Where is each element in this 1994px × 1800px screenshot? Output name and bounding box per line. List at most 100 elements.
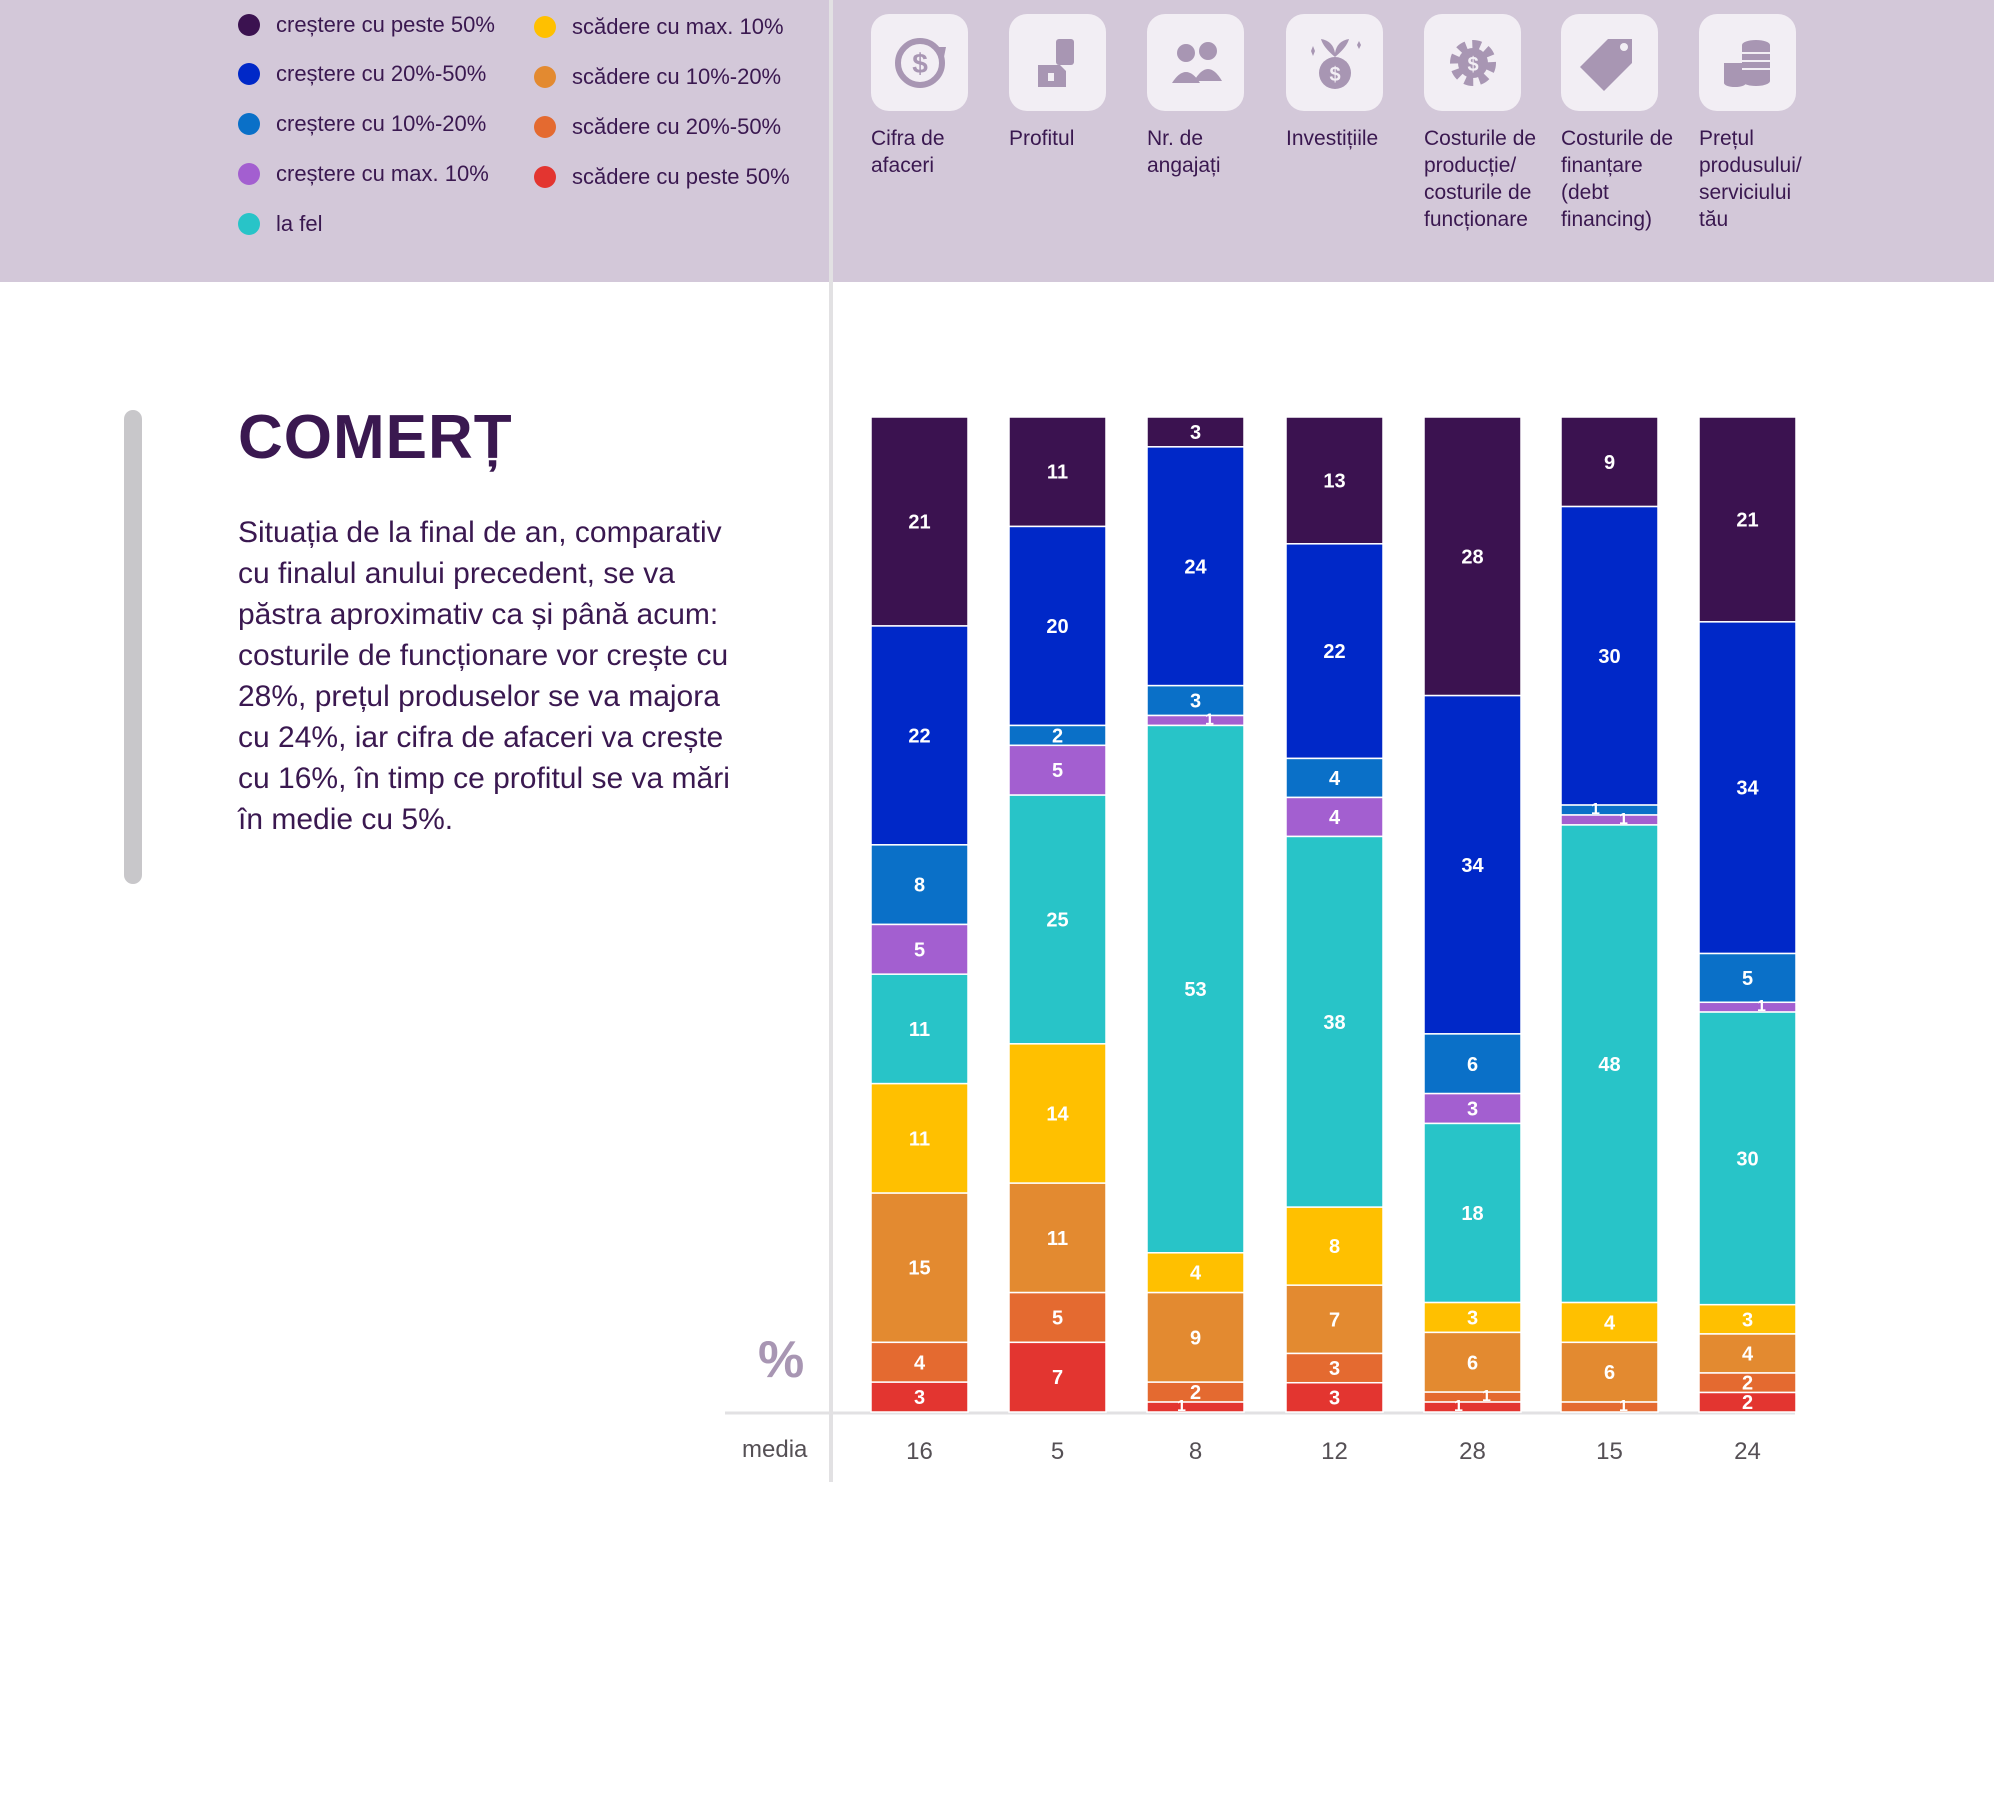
data-label: 6 [1467, 1054, 1478, 1076]
data-label: 22 [1323, 641, 1345, 663]
data-label: 34 [1461, 855, 1484, 877]
data-label: 1 [1177, 1398, 1186, 1415]
bar-segment [1285, 1206, 1384, 1286]
data-label: 25 [1046, 909, 1068, 931]
bar-segment [1146, 724, 1245, 1254]
data-label: 30 [1598, 646, 1620, 668]
data-label: 3 [1467, 1099, 1478, 1121]
legend-item: scădere cu 10%-20% [534, 64, 781, 90]
bar-segment [1560, 416, 1659, 508]
bar-segment [1560, 814, 1659, 826]
bar-segment [870, 844, 969, 926]
legend-label: scădere cu 20%-50% [572, 114, 782, 139]
bar-segment [1698, 416, 1797, 623]
bar-segment [1285, 1381, 1384, 1413]
legend: creștere cu peste 50% creștere cu 20%-50%… [0, 0, 829, 282]
legend-label: scădere cu max. 10% [572, 14, 784, 39]
legend-item: creștere cu 20%-50% [238, 61, 486, 87]
section-title: COMERȚ [238, 403, 513, 472]
bar-segment [1423, 1401, 1522, 1413]
data-label: 4 [1329, 807, 1341, 829]
average-label: media [742, 1436, 808, 1463]
legend-label: creștere cu peste 50% [276, 12, 495, 37]
data-label: 1 [1454, 1398, 1463, 1415]
data-label: 24 [1184, 556, 1207, 578]
bar-segment [1285, 757, 1384, 799]
bar-segment [1285, 1352, 1384, 1384]
bar-segment [1698, 1011, 1797, 1306]
data-label: 4 [1604, 1312, 1616, 1334]
data-label: 3 [914, 1387, 925, 1409]
data-label: 30 [1736, 1148, 1758, 1170]
data-label: 4 [1190, 1263, 1202, 1285]
bar-segment [1698, 621, 1797, 955]
data-label: 4 [1742, 1343, 1754, 1365]
bar-segment [870, 1082, 969, 1194]
data-label: 3 [1329, 1358, 1340, 1380]
category-label: Cifra de afaceri [871, 127, 945, 177]
bar-segment [1560, 804, 1659, 816]
legend-label: creștere cu 20%-50% [276, 61, 487, 86]
average-value: 12 [1321, 1438, 1348, 1465]
legend-swatch [238, 213, 260, 235]
data-label: 5 [1052, 1307, 1063, 1329]
data-label: 1 [1482, 1388, 1491, 1405]
bar-segment [1423, 694, 1522, 1035]
data-label: 8 [1329, 1236, 1340, 1258]
data-label: 53 [1184, 979, 1206, 1001]
data-label: 1 [1619, 1398, 1628, 1415]
vertical-divider [829, 0, 833, 1482]
data-label: 7 [1052, 1367, 1063, 1389]
bar-segment [1146, 1291, 1245, 1383]
legend-swatch [534, 116, 556, 138]
legend-swatch [534, 166, 556, 188]
svg-text:$: $ [912, 48, 928, 79]
bar-segment [1285, 796, 1384, 838]
category-header: $ Investițiile [1286, 14, 1404, 152]
bar-segment [870, 1381, 969, 1413]
data-label: 1 [1591, 801, 1600, 818]
category-label: Prețul produsului/ serviciului tău [1699, 127, 1802, 231]
category-label: Nr. de angajați [1147, 127, 1221, 177]
category-header: Profitul [1009, 14, 1127, 152]
data-label: 14 [1046, 1104, 1069, 1126]
data-label: 13 [1323, 470, 1345, 492]
bar-segment [1146, 714, 1245, 727]
legend-item: scădere cu max. 10% [534, 14, 784, 40]
section-marker [124, 410, 142, 884]
bar-segment [1560, 1341, 1659, 1403]
average-value: 24 [1734, 1438, 1761, 1465]
bar-segment [870, 973, 969, 1085]
data-label: 3 [1467, 1307, 1478, 1329]
data-label: 22 [908, 725, 930, 747]
coins-icon [1699, 14, 1796, 111]
data-label: 11 [1047, 462, 1068, 484]
bar-segment [1423, 1331, 1522, 1393]
data-label: 28 [1461, 546, 1483, 568]
legend-label: la fel [276, 211, 323, 236]
legend-swatch [238, 163, 260, 185]
bar-segment [1008, 1291, 1107, 1344]
data-label: 8 [914, 875, 925, 897]
data-label: 5 [1742, 968, 1753, 990]
bar-segment [1560, 505, 1659, 806]
data-label: 2 [1190, 1382, 1201, 1404]
cost-gear-icon: $ [1424, 14, 1521, 111]
data-label: 3 [1190, 691, 1201, 713]
employees-icon [1147, 14, 1244, 111]
bar-segment [1008, 744, 1107, 796]
data-label: 2 [1742, 1373, 1753, 1395]
legend-item: creștere cu max. 10% [238, 161, 489, 187]
bar-segment [1146, 1401, 1245, 1413]
bar-segment [1008, 1182, 1107, 1294]
data-label: 21 [908, 511, 930, 533]
data-label: 11 [1047, 1228, 1068, 1250]
header-band [0, 0, 1994, 282]
bar-segment [1008, 1043, 1107, 1184]
legend-item: scădere cu 20%-50% [534, 114, 781, 140]
data-label: 18 [1461, 1203, 1483, 1225]
data-label: 1 [1757, 998, 1766, 1015]
svg-text:$: $ [1329, 64, 1340, 86]
data-label: 11 [909, 1019, 930, 1041]
